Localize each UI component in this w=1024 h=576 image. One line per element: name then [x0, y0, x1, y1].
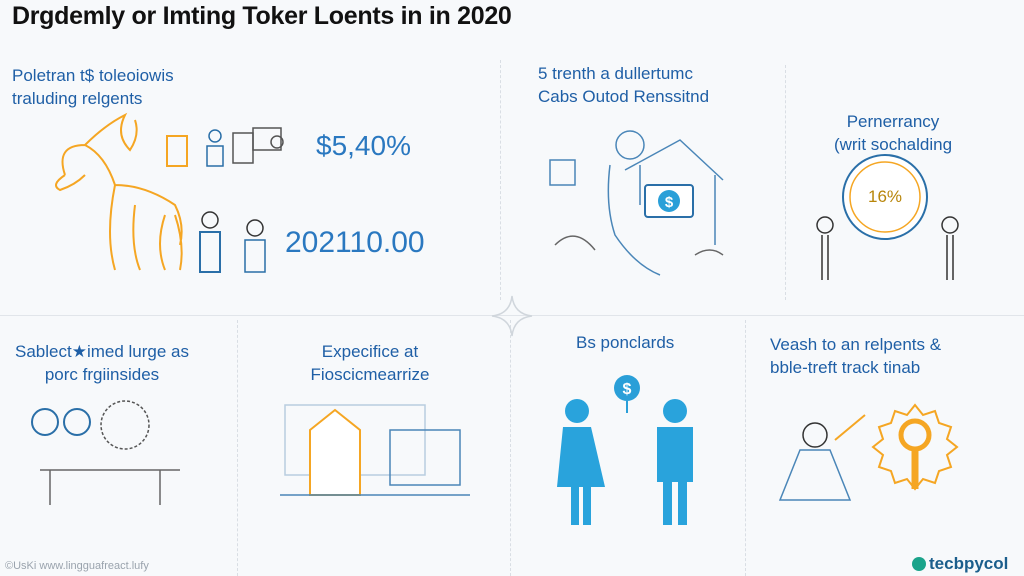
buildings-illustration [280, 404, 470, 496]
divider [510, 320, 511, 576]
svg-text:$: $ [623, 381, 632, 398]
svg-text:$: $ [665, 194, 674, 211]
brand-name: tecbpycol [929, 554, 1009, 573]
stat-amount: 202110.00 [285, 226, 425, 259]
caption-line: (writ sochalding [833, 135, 953, 154]
people-illustration [166, 127, 284, 167]
caption-line: 5 trenth a dullertumc [538, 64, 693, 83]
caption-line: Sablect★imed lurge as [15, 342, 189, 361]
stat-percent: $5,40% [316, 130, 411, 161]
logo-icon [912, 557, 926, 571]
page-title: Drgdemly or Imting Toker Loents in in 20… [12, 2, 512, 30]
diamond-ornament [491, 295, 533, 337]
caption-line: traluding relgents [12, 89, 143, 108]
panel4-caption: Sablect★imed lurge as porc frgiinsides [12, 340, 192, 386]
key-person-illustration [778, 403, 959, 501]
panel7-caption: Veash to an relpents & bble-treft track … [770, 333, 941, 379]
divider [745, 320, 746, 576]
panel1-caption: Poletran t$ toleoiowis traluding relgent… [12, 64, 174, 110]
caption-line: Veash to an relpents & [770, 335, 942, 354]
coin-illustration [816, 154, 959, 280]
caption-line: Expecifice at [321, 342, 419, 361]
caption-line: Fiosciсmearrize [310, 365, 430, 384]
divider [0, 315, 1024, 316]
house-person-illustration: $ [549, 130, 724, 276]
footer-credit: ©UsKi www.lingguafreact.lufy [5, 560, 149, 572]
divider [237, 320, 238, 576]
caption-line: porc frgiinsides [44, 365, 160, 384]
panel6-caption: Bs ponclards [576, 333, 675, 352]
panel5-caption: Expecifice at Fiosciсmearrize [280, 340, 460, 386]
caption-line: Cabs Outod Renssitnd [538, 87, 710, 106]
workers-illustration [31, 400, 180, 505]
caption-line: bble-treft track tinab [770, 358, 921, 377]
panel2-caption: 5 trenth a dullertumc Cabs Outod Renssit… [538, 62, 709, 108]
horse-illustration [55, 112, 183, 271]
caption-line: Poletran t$ toleoiowis [12, 66, 174, 85]
panel3-caption: Pernerrancy (writ sochalding [818, 110, 968, 156]
divider [500, 60, 501, 300]
divider [785, 65, 786, 300]
people-coin-illustration: $ [557, 375, 693, 525]
two-people-illustration [199, 211, 266, 273]
caption-line: Pernerrancy [846, 112, 940, 131]
percent-badge: 16% [867, 187, 903, 206]
brand-logo: tecbpycol [912, 554, 1008, 574]
